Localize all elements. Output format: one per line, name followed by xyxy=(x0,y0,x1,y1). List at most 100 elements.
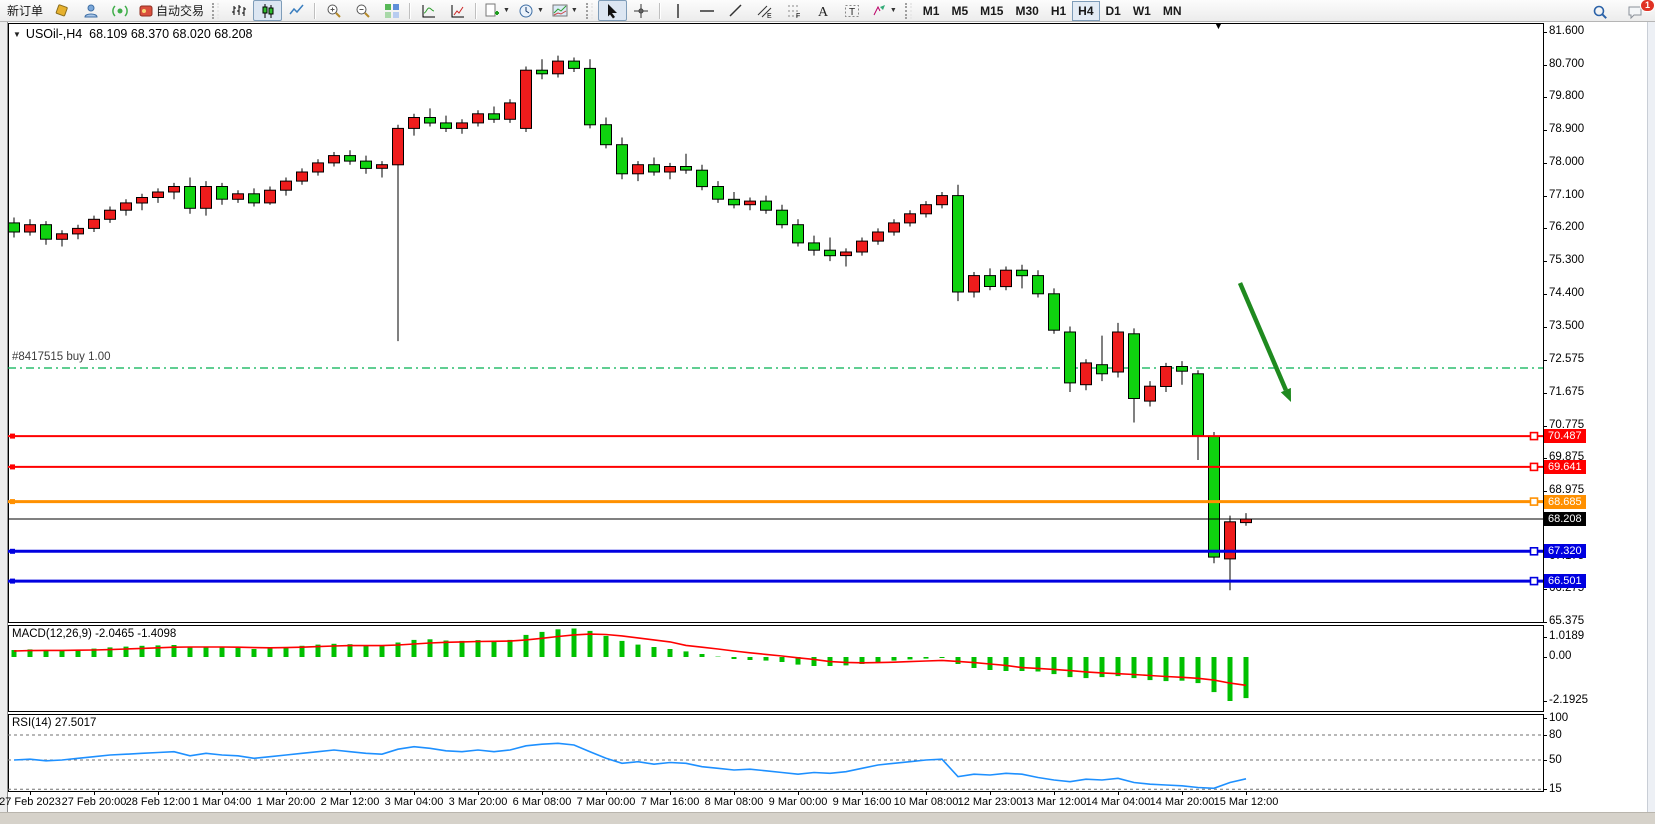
candle-body xyxy=(104,209,116,220)
candle-body xyxy=(1112,331,1124,373)
timeframe-d1[interactable]: D1 xyxy=(1100,1,1127,21)
dropdown-caret-icon[interactable]: ▼ xyxy=(570,7,578,14)
line-right-handle[interactable] xyxy=(1529,431,1539,441)
timeframe-h1-label: H1 xyxy=(1050,3,1067,18)
candles-icon xyxy=(262,3,274,18)
open-order-label[interactable]: #8417515 buy 1.00 xyxy=(12,351,111,363)
crosshair-button[interactable] xyxy=(627,0,656,21)
timeframe-h1[interactable]: H1 xyxy=(1045,1,1072,21)
toolbar-right-group: 1 xyxy=(1585,0,1655,22)
candle-body xyxy=(728,198,740,206)
timeframe-m30[interactable]: M30 xyxy=(1009,1,1044,21)
chart-title: ▼ USOil-,H4 68.109 68.370 68.020 68.208 xyxy=(13,27,253,41)
period-button[interactable]: ▼ xyxy=(514,0,548,21)
line-left-handle[interactable] xyxy=(10,578,15,584)
line-right-handle[interactable] xyxy=(1529,497,1539,506)
text-button[interactable]: A xyxy=(809,0,838,21)
candle-body xyxy=(888,222,900,233)
candle-body xyxy=(408,117,420,129)
new-order-button[interactable]: 新订单 xyxy=(3,0,47,21)
price-tick-mark xyxy=(1543,458,1547,459)
chart-title-collapse-icon[interactable]: ▼ xyxy=(13,30,21,39)
horizontal-line-button[interactable] xyxy=(693,0,722,21)
timeframe-m5[interactable]: M5 xyxy=(945,1,974,21)
line-right-handle[interactable] xyxy=(1529,546,1539,556)
new-order-button-label: 新订单 xyxy=(7,4,44,18)
rsi-tick-mark xyxy=(1543,789,1547,790)
dropdown-caret-icon[interactable]: ▼ xyxy=(536,7,544,14)
autotrading-button[interactable]: 自动交易 xyxy=(134,0,208,21)
cursor-button[interactable] xyxy=(597,0,627,21)
text-label-button[interactable]: T xyxy=(838,0,867,21)
rsi-tick-mark xyxy=(1543,735,1547,736)
line-left-handle[interactable] xyxy=(10,464,15,470)
candle-body xyxy=(1016,269,1028,277)
zoom-in-button[interactable] xyxy=(319,0,348,21)
fibonacci-button[interactable]: F xyxy=(780,0,809,21)
line-right-handle[interactable] xyxy=(1529,462,1539,472)
arrow-annotation-head[interactable] xyxy=(1280,387,1291,402)
price-tick-mark xyxy=(1543,163,1547,164)
tile-icon xyxy=(384,3,399,18)
time-tick-mark xyxy=(94,791,95,795)
candle-body xyxy=(152,191,164,198)
indicators-button[interactable] xyxy=(414,0,443,21)
hline-icon xyxy=(700,9,715,12)
timeframe-w1[interactable]: W1 xyxy=(1127,1,1157,21)
price-tick-label: 77.100 xyxy=(1549,189,1585,201)
price-tick-label: 80.700 xyxy=(1549,58,1585,70)
search-button[interactable] xyxy=(1585,1,1614,22)
line-left-handle[interactable] xyxy=(10,548,15,554)
timeframe-h4[interactable]: H4 xyxy=(1072,0,1100,21)
community-icon[interactable] xyxy=(76,0,105,21)
candlestick-chart-button[interactable] xyxy=(253,0,283,21)
price-tick-mark xyxy=(1543,393,1547,394)
price-level-badge: 66.501 xyxy=(1544,574,1586,588)
tile-windows-button[interactable] xyxy=(377,0,406,21)
window-right-scroll-strip[interactable] xyxy=(1647,22,1655,824)
chat-button[interactable]: 1 xyxy=(1620,0,1655,22)
zoom-out-button[interactable] xyxy=(348,0,377,21)
toolbar-grip xyxy=(585,2,593,19)
current-price-badge: 68.208 xyxy=(1544,512,1586,526)
chart-shift-marker-icon[interactable]: ▼ xyxy=(1214,21,1223,31)
price-tick-mark xyxy=(1543,228,1547,229)
crosshair-icon xyxy=(634,3,649,18)
candle-body xyxy=(680,166,692,171)
dropdown-caret-icon[interactable]: ▼ xyxy=(503,7,510,14)
line-right-handle[interactable] xyxy=(1529,576,1539,586)
equidistant-channel-button[interactable]: E xyxy=(751,0,780,21)
timeframe-m15[interactable]: M15 xyxy=(974,1,1009,21)
template-button[interactable]: ▼ xyxy=(548,0,582,21)
price-level-badge: 69.641 xyxy=(1544,460,1586,474)
candle-body xyxy=(1032,275,1044,295)
timeframe-mn[interactable]: MN xyxy=(1157,1,1188,21)
macd-tick-mark xyxy=(1543,657,1547,658)
candle-body xyxy=(88,218,100,229)
line-chart-button[interactable] xyxy=(282,0,311,21)
toolbar-grip xyxy=(904,2,912,19)
candle-body xyxy=(648,164,660,173)
vertical-line-button[interactable] xyxy=(664,0,693,21)
arrows-button[interactable]: ▼ xyxy=(867,0,901,21)
candle-body xyxy=(40,224,52,240)
signals-icon[interactable] xyxy=(105,0,134,21)
bar-chart-button[interactable] xyxy=(224,0,253,21)
dropdown-caret-icon[interactable]: ▼ xyxy=(889,7,897,14)
trendline-button[interactable] xyxy=(722,0,751,21)
pane-frame xyxy=(8,23,1544,623)
pane-frame xyxy=(8,625,1544,712)
line-left-handle[interactable] xyxy=(10,499,15,505)
arrow-annotation[interactable] xyxy=(1237,282,1288,391)
gold-chart-icon[interactable] xyxy=(47,0,76,21)
timeframe-m1[interactable]: M1 xyxy=(917,1,946,21)
objects-list-button[interactable] xyxy=(443,0,472,21)
macd-tick-mark xyxy=(1543,701,1547,702)
new-chart-button[interactable]: ▼ xyxy=(480,0,514,21)
candle-body xyxy=(184,186,196,209)
line-left-handle[interactable] xyxy=(10,433,15,439)
timeframe-m1-label: M1 xyxy=(922,3,940,18)
candle-body xyxy=(328,155,340,164)
